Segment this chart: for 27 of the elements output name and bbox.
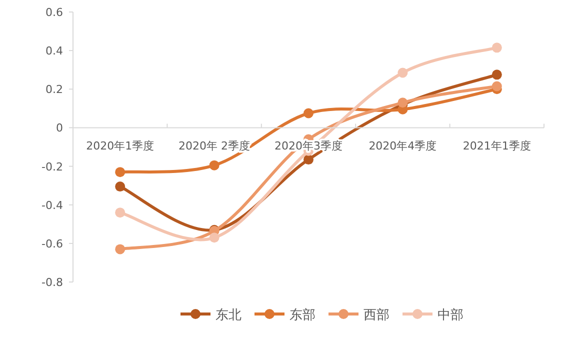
legend-label: 东部: [290, 308, 316, 323]
x-tick-label: 2020年1季度: [86, 140, 154, 153]
y-tick-label: -0.2: [42, 160, 63, 174]
point: [304, 154, 314, 165]
point: [115, 244, 126, 254]
legend-label: 东北: [216, 308, 242, 323]
point: [115, 167, 126, 178]
y-tick-label: 0.4: [46, 44, 63, 58]
y-tick-label: -0.8: [42, 276, 63, 289]
legend-label: 中部: [438, 308, 464, 323]
point: [304, 108, 314, 118]
y-tick-label: 0: [56, 122, 63, 135]
point: [492, 81, 502, 92]
point: [492, 42, 502, 53]
point: [492, 70, 502, 80]
point: [115, 208, 126, 218]
point: [209, 160, 220, 170]
point: [209, 232, 220, 243]
y-tick-label: -0.6: [42, 237, 63, 250]
legend-label: 西部: [364, 308, 390, 323]
x-tick-label: 2020年4季度: [368, 140, 437, 153]
point: [115, 182, 126, 192]
y-tick-label: 0.2: [46, 83, 63, 96]
x-tick-label: 2021年1季度: [462, 140, 531, 153]
y-tick-label: -0.4: [42, 198, 63, 212]
point: [398, 68, 408, 78]
y-tick-label: 0.6: [46, 6, 63, 19]
